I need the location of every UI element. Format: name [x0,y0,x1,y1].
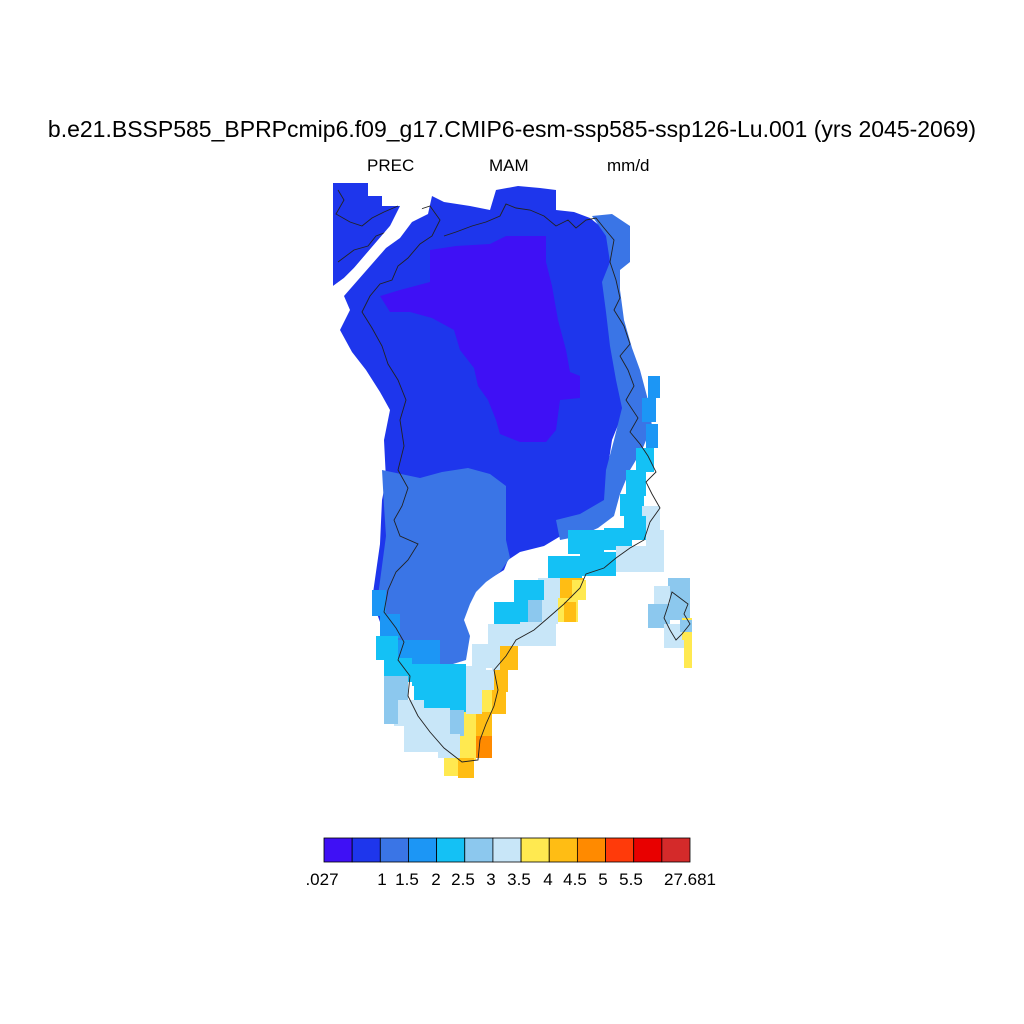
units-label: mm/d [607,156,650,175]
colorbar-tick-label: 4 [543,870,553,889]
colorbar-tick-label: 5.5 [619,870,643,889]
land-gap [333,192,428,290]
nw-block [333,183,400,286]
south-central-field [378,468,510,668]
field-layer [333,183,652,668]
colorbar-tick-label: 1.5 [395,870,419,889]
colorbar-tick-label: 5 [598,870,608,889]
iceland-cells [648,578,692,668]
colorbar-swatch [464,837,494,863]
interior-min-field [380,236,580,442]
east-coast-field [556,214,652,540]
colorbar-tick-label: 27.681 [664,870,716,889]
colorbar-tick-label: 3.5 [507,870,531,889]
season-label: MAM [489,156,529,175]
colorbar-swatch [323,837,353,863]
colorbar-swatch [548,837,578,863]
colorbar-tick-label: 1 [377,870,387,889]
colorbar-swatch [576,837,606,863]
coastline [335,189,691,763]
colorbar-swatch [351,837,381,863]
colorbar-tick-label: 2 [431,870,441,889]
colorbar-tick-label: 3 [486,870,496,889]
colorbar-swatch [633,837,663,863]
colorbar-swatch [661,837,691,863]
colorbar-swatch [408,837,438,863]
colorbar-tick-label: 4.5 [563,870,587,889]
colorbar-tick-label: 2.5 [451,870,475,889]
colorbar-tick-label: .027 [305,870,339,889]
colorbar-swatch [436,837,466,863]
colorbar-swatch [492,837,522,863]
colorbar-swatch [379,837,409,863]
plot-title: b.e21.BSSP585_BPRPcmip6.f09_g17.CMIP6-es… [47,116,977,142]
colorbar-swatch [605,837,635,863]
colorbar-swatch [520,837,550,863]
variable-label: PREC [367,156,415,175]
